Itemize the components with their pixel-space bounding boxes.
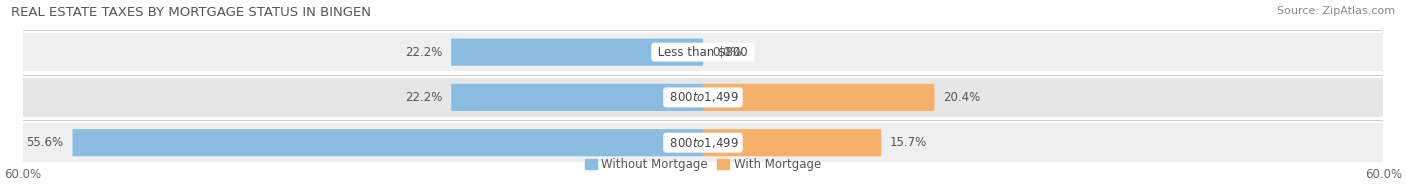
Text: 20.4%: 20.4% [943, 91, 980, 104]
Text: 0.0%: 0.0% [711, 46, 742, 59]
Text: 55.6%: 55.6% [27, 136, 63, 149]
Text: 22.2%: 22.2% [405, 46, 443, 59]
FancyBboxPatch shape [22, 33, 1384, 71]
Text: $800 to $1,499: $800 to $1,499 [666, 90, 740, 104]
Text: 15.7%: 15.7% [890, 136, 928, 149]
FancyBboxPatch shape [22, 78, 1384, 117]
FancyBboxPatch shape [73, 129, 703, 156]
Text: Source: ZipAtlas.com: Source: ZipAtlas.com [1277, 6, 1395, 16]
Legend: Without Mortgage, With Mortgage: Without Mortgage, With Mortgage [581, 153, 825, 176]
FancyBboxPatch shape [22, 123, 1384, 162]
Text: $800 to $1,499: $800 to $1,499 [666, 136, 740, 150]
FancyBboxPatch shape [703, 129, 882, 156]
FancyBboxPatch shape [703, 84, 935, 111]
Text: 22.2%: 22.2% [405, 91, 443, 104]
Text: Less than $800: Less than $800 [654, 46, 752, 59]
FancyBboxPatch shape [451, 39, 703, 66]
Text: REAL ESTATE TAXES BY MORTGAGE STATUS IN BINGEN: REAL ESTATE TAXES BY MORTGAGE STATUS IN … [11, 6, 371, 19]
FancyBboxPatch shape [451, 84, 703, 111]
